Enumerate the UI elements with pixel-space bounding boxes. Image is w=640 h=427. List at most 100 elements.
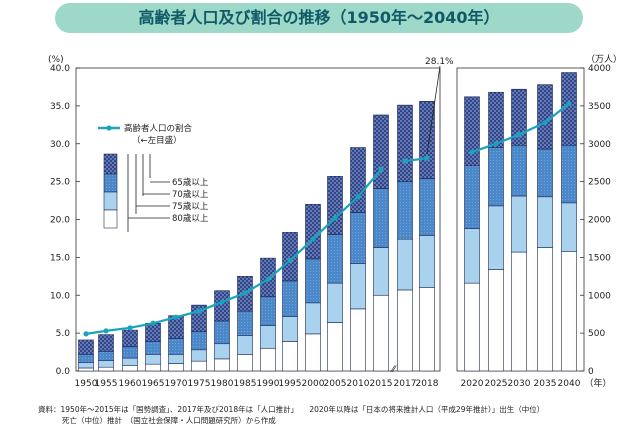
bar-2040-seg1 bbox=[561, 202, 577, 252]
x-tick-label: 2040 bbox=[558, 379, 581, 389]
source-note-line1: 資料：1950年～2015年は「国勢調査」、2017年及び2018年は「人口推計… bbox=[38, 405, 545, 414]
bar-2017-seg3 bbox=[397, 104, 413, 182]
bar-2035-seg3 bbox=[537, 84, 553, 150]
legend-stack-seg1 bbox=[103, 173, 118, 193]
bar-1995-seg3 bbox=[282, 232, 298, 282]
bar-2040-seg2 bbox=[561, 144, 577, 204]
left-axis-unit: (%) bbox=[48, 55, 64, 65]
bar-1950-seg0 bbox=[78, 367, 94, 372]
x-tick-label: 1980 bbox=[211, 379, 234, 389]
bar-2025-seg3 bbox=[488, 91, 504, 148]
left-axis-tick-label: 20.0 bbox=[50, 216, 70, 226]
ratio-point-1980 bbox=[219, 299, 225, 305]
bar-2015-seg1 bbox=[373, 247, 389, 296]
bar-1980-seg1 bbox=[214, 343, 230, 360]
bar-2030-seg3 bbox=[511, 88, 527, 146]
legend-line-note: （←左目盛） bbox=[132, 135, 182, 146]
bar-2017-seg2 bbox=[397, 181, 413, 240]
ratio-point-2010 bbox=[355, 194, 361, 200]
x-tick-label: 1990 bbox=[257, 379, 280, 389]
bar-1950-seg3 bbox=[78, 339, 94, 355]
bar-2018-seg0 bbox=[419, 287, 435, 372]
x-tick-label: 1950 bbox=[75, 379, 98, 389]
bar-1965-seg2 bbox=[145, 341, 161, 355]
bar-2000-seg2 bbox=[305, 258, 321, 304]
legend-label-0: 65歳以上 bbox=[172, 177, 209, 188]
legend-line-label: 高齢者人口の割合 bbox=[124, 123, 193, 134]
bar-1960-seg0 bbox=[122, 365, 138, 372]
bar-1970-seg2 bbox=[168, 338, 184, 355]
bar-2005-seg2 bbox=[327, 234, 343, 284]
annotation-arrow bbox=[426, 65, 441, 155]
bar-2035-seg2 bbox=[537, 148, 553, 198]
right-axis-unit: （万人） bbox=[586, 54, 622, 65]
ratio-point-1995 bbox=[287, 257, 293, 264]
bar-1980-seg0 bbox=[214, 358, 230, 372]
ratio-line-1950-2015 bbox=[85, 168, 382, 335]
right-axis-tick-label: 2000 bbox=[588, 216, 611, 226]
ratio-point-2015 bbox=[378, 166, 384, 173]
right-axis-tick-label: 3000 bbox=[588, 140, 611, 150]
bar-1975-seg2 bbox=[191, 331, 207, 351]
bar-1980-seg2 bbox=[214, 320, 230, 345]
bar-1960-seg1 bbox=[122, 357, 138, 366]
bar-2025-seg0 bbox=[488, 269, 504, 372]
bar-2030-seg1 bbox=[511, 195, 527, 253]
ratio-point-2000 bbox=[310, 236, 316, 242]
x-tick-label: 2030 bbox=[508, 379, 531, 389]
bar-2015-seg0 bbox=[373, 294, 389, 372]
bar-1970-seg1 bbox=[168, 354, 184, 364]
axis-break-mark: ⁄⁄ bbox=[390, 365, 398, 375]
ratio-point-1955 bbox=[103, 328, 109, 334]
ratio-line-2017-2018 bbox=[404, 157, 428, 163]
ratio-point-2025 bbox=[493, 141, 499, 147]
bar-2017-seg1 bbox=[397, 238, 413, 291]
ratio-point-1950 bbox=[83, 331, 89, 337]
bar-2017-seg0 bbox=[397, 289, 413, 372]
x-tick-label: 2020 bbox=[461, 379, 484, 389]
x-tick-label: 1995 bbox=[279, 379, 302, 389]
bar-2030-seg2 bbox=[511, 144, 527, 197]
bar-1985-seg2 bbox=[237, 310, 253, 336]
ratio-point-1965 bbox=[150, 320, 156, 326]
ratio-point-1985 bbox=[242, 290, 248, 296]
bar-1950-seg2 bbox=[78, 354, 94, 363]
bar-2025-seg1 bbox=[488, 205, 504, 270]
legend-label-2: 75歳以上 bbox=[172, 201, 209, 212]
chart-title: 高齢者人口及び割合の推移（1950年～2040年） bbox=[138, 8, 500, 27]
legend-line-marker bbox=[106, 125, 112, 131]
bar-1965-seg0 bbox=[145, 363, 161, 372]
bar-2040-seg0 bbox=[561, 251, 577, 372]
ratio-point-2017 bbox=[402, 158, 408, 164]
annotation-28.1: 28.1% bbox=[425, 57, 454, 67]
right-axis-tick-label: 2500 bbox=[588, 178, 611, 188]
bar-2000-seg1 bbox=[305, 302, 321, 335]
bar-2020-seg3 bbox=[464, 96, 480, 167]
legend-label-1: 70歳以上 bbox=[172, 189, 209, 200]
x-tick-label: 2010 bbox=[347, 379, 370, 389]
bar-2035-seg1 bbox=[537, 196, 553, 248]
bar-2010-seg1 bbox=[350, 263, 366, 310]
x-tick-label: 2005 bbox=[324, 379, 347, 389]
x-tick-label: 1965 bbox=[142, 379, 165, 389]
ratio-point-2030 bbox=[516, 132, 522, 138]
x-tick-label: 1960 bbox=[119, 379, 142, 389]
legend-label-3: 80歳以上 bbox=[172, 213, 209, 224]
legend-stack-seg2 bbox=[103, 191, 118, 211]
bar-1995-seg0 bbox=[282, 341, 298, 372]
bar-1985-seg1 bbox=[237, 335, 253, 355]
bar-1995-seg2 bbox=[282, 280, 298, 317]
ratio-point-2018 bbox=[424, 155, 430, 161]
x-tick-label: 1985 bbox=[234, 379, 257, 389]
bar-2025-seg2 bbox=[488, 147, 504, 207]
title-banner bbox=[55, 3, 583, 33]
ratio-point-1975 bbox=[196, 308, 202, 314]
bar-2030-seg0 bbox=[511, 251, 527, 372]
x-tick-label: 2017 bbox=[394, 379, 417, 389]
bar-2005-seg3 bbox=[327, 176, 343, 235]
bar-1965-seg3 bbox=[145, 322, 161, 342]
bar-1975-seg0 bbox=[191, 360, 207, 372]
left-axis-tick-label: 25.0 bbox=[50, 178, 70, 188]
bar-2005-seg1 bbox=[327, 282, 343, 323]
